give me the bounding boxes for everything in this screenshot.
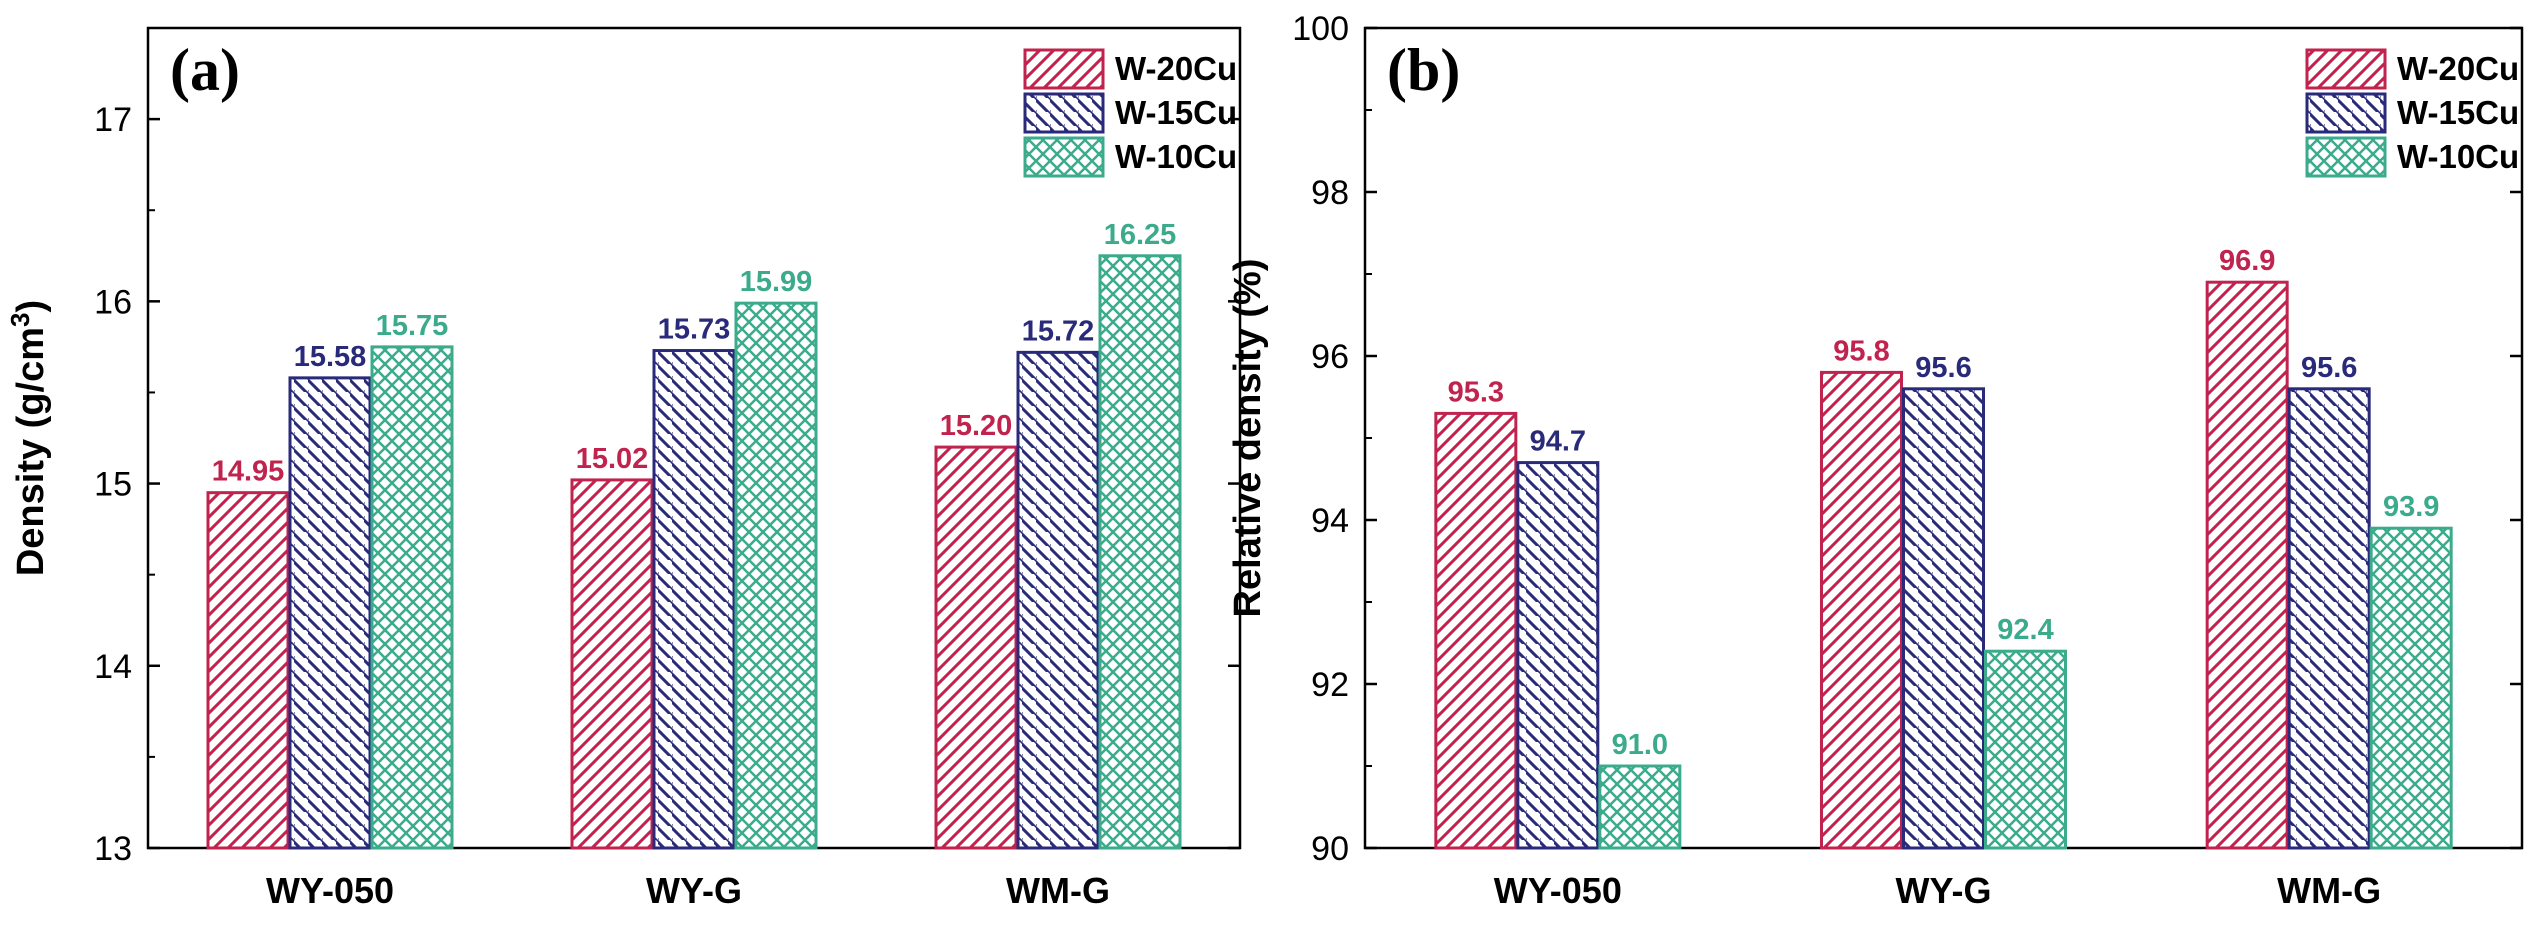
y-tick-label: 90 (1311, 830, 1349, 868)
bar-value-label: 15.58 (294, 341, 367, 373)
bar-w-10cu-wy-050 (1598, 764, 1682, 850)
bar-w-10cu-wm-g (2369, 526, 2453, 850)
panel-label: (b) (1387, 37, 1460, 103)
y-tick-label: 13 (94, 830, 132, 868)
bar-w-20cu-wy-050 (206, 491, 290, 850)
bar-w-15cu-wy-g (1902, 387, 1985, 850)
bar-w-20cu-wy-g (570, 478, 654, 850)
bar-value-label: 15.73 (658, 314, 731, 346)
bar-value-label: 93.9 (2383, 491, 2439, 523)
bar-value-label: 92.4 (1997, 614, 2053, 646)
legend-label: W-20Cu (1115, 50, 1237, 87)
bar-w-10cu-wm-g (1098, 254, 1182, 850)
x-category-label: WM-G (1006, 870, 1110, 911)
bar-w-20cu-wy-g (1820, 370, 1903, 850)
bar-value-label: 14.95 (212, 456, 285, 488)
bar-value-label: 91.0 (1612, 729, 1668, 761)
legend-label: W-10Cu (1115, 138, 1237, 175)
bar-value-label: 95.6 (2301, 352, 2357, 384)
y-tick-label: 17 (94, 101, 132, 139)
legend-label: W-15Cu (2397, 94, 2519, 131)
x-category-label: WY-050 (1494, 870, 1622, 911)
bar-value-label: 95.3 (1448, 376, 1504, 408)
y-tick-label: 100 (1292, 10, 1349, 48)
legend-swatch-w-10cu (1023, 136, 1105, 178)
bar-w-20cu-wm-g (2205, 280, 2289, 850)
bar-w-15cu-wy-g (652, 349, 736, 850)
y-tick-label: 16 (94, 283, 132, 321)
bar-value-label: 95.6 (1915, 352, 1971, 384)
legend-swatch-w-15cu (2305, 92, 2387, 134)
bar-w-10cu-wy-g (1984, 649, 2067, 850)
bar-w-10cu-wy-050 (370, 345, 454, 850)
bar-value-label: 15.99 (740, 266, 813, 298)
bar-w-15cu-wm-g (2287, 387, 2371, 850)
legend-swatch-w-20cu (1023, 48, 1105, 90)
x-category-label: WY-G (646, 870, 742, 911)
y-tick-label: 14 (94, 648, 132, 686)
bar-w-15cu-wm-g (1016, 350, 1100, 850)
bar-w-15cu-wy-050 (288, 376, 372, 850)
bar-value-label: 15.75 (376, 310, 449, 342)
bar-value-label: 15.72 (1022, 315, 1095, 347)
chart-panel-b: 90 92 94 96 98 100 Relative density (%) WY-050 9… (1227, 10, 2524, 911)
legend-swatch-w-10cu (2305, 136, 2387, 178)
panel-label: (a) (170, 37, 240, 103)
legend-swatch-w-15cu (1023, 92, 1105, 134)
y-tick-label: 92 (1311, 666, 1349, 704)
y-tick-label: 96 (1311, 338, 1349, 376)
x-category-label: WM-G (2277, 870, 2381, 911)
bar-value-label: 16.25 (1104, 219, 1177, 251)
bar-value-label: 96.9 (2219, 245, 2275, 277)
y-axis-title: Density (g/cm3) (5, 300, 52, 576)
x-category-label: WY-G (1896, 870, 1992, 911)
bar-value-label: 15.02 (576, 443, 649, 475)
x-category-label: WY-050 (266, 870, 394, 911)
y-tick-label: 15 (94, 466, 132, 504)
legend-label: W-20Cu (2397, 50, 2519, 87)
legend-label: W-15Cu (1115, 94, 1237, 131)
legend-swatch-w-20cu (2305, 48, 2387, 90)
bar-value-label: 15.20 (940, 410, 1013, 442)
legend-label: W-10Cu (2397, 138, 2519, 175)
bar-w-15cu-wy-050 (1516, 461, 1600, 850)
bar-w-10cu-wy-g (734, 301, 818, 850)
bar-value-label: 94.7 (1530, 426, 1586, 458)
y-tick-label: 98 (1311, 174, 1349, 212)
bar-value-label: 95.8 (1833, 335, 1889, 367)
y-tick-label: 94 (1311, 502, 1349, 540)
bar-w-20cu-wm-g (934, 445, 1018, 850)
y-axis-title: Relative density (%) (1227, 259, 1269, 618)
bar-w-20cu-wy-050 (1434, 411, 1518, 850)
chart-panel-a: 13 14 15 16 17 Density (g/cm3) WY-050 14.95 15.5… (5, 26, 1242, 911)
